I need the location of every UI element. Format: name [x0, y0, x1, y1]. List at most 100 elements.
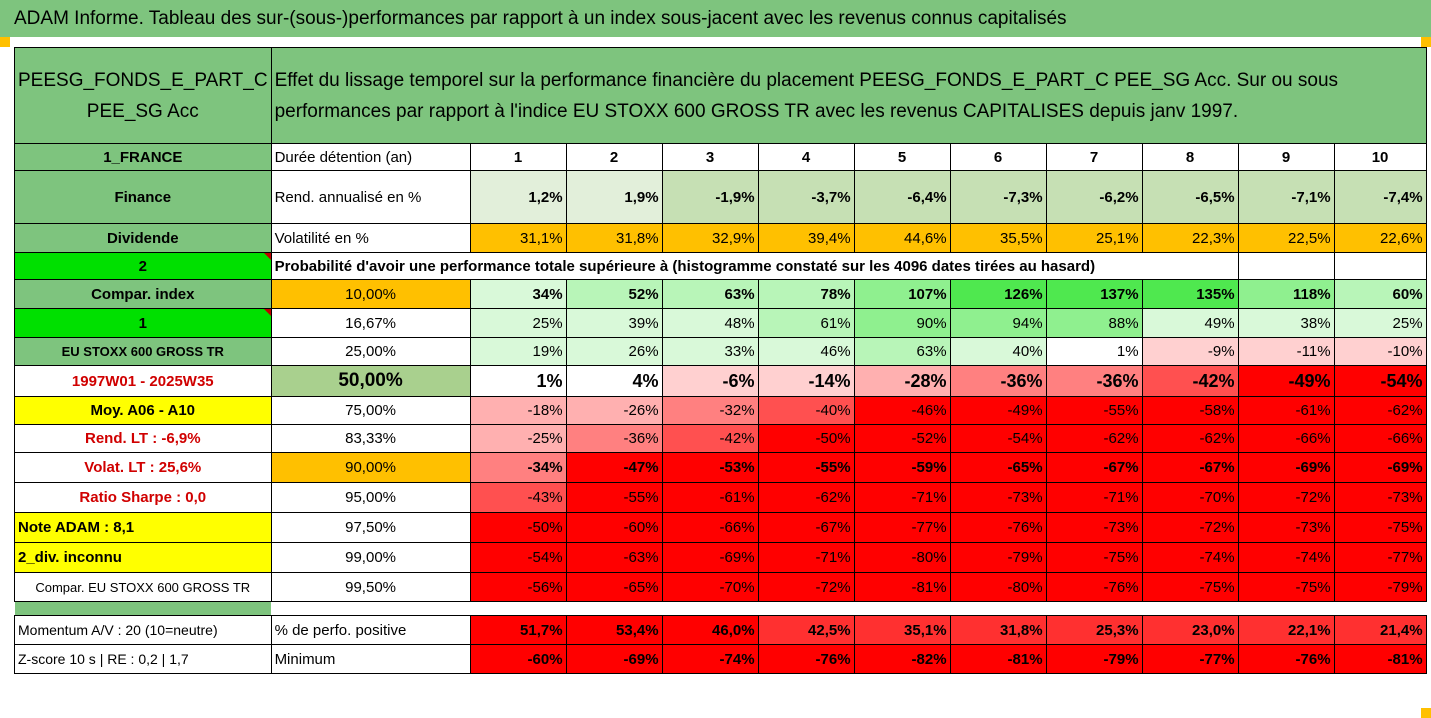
empty-cell	[1237, 252, 1335, 280]
percentile-cell: -43%	[469, 482, 567, 513]
percentile-cell: -75%	[1333, 512, 1427, 543]
vol-value: 44,6%	[853, 223, 951, 253]
row-label: 2	[14, 252, 272, 280]
table-row: Z-score 10 s | RE : 0,2 | 1,7 Minimum -60%…	[14, 644, 1427, 674]
row-label-2: Z-score 10 s | RE : 0,2 | 1,7	[14, 644, 272, 674]
percentile-cell: -66%	[1237, 424, 1335, 453]
year-header: 6	[949, 143, 1047, 171]
bottom-value: -81%	[949, 644, 1047, 674]
percentile-value: 16,67%	[270, 308, 471, 338]
percentile-cell: 1%	[1045, 337, 1143, 366]
percentile-cell: -10%	[1333, 337, 1427, 366]
row-label: Volat. LT : 25,6%	[14, 452, 272, 483]
empty-cell	[1333, 252, 1427, 280]
row-label: 1_FRANCE	[14, 143, 272, 171]
bottom-value: -69%	[565, 644, 663, 674]
row-label: 1997W01 - 2025W35	[14, 365, 272, 397]
percentile-cell: -73%	[1237, 512, 1335, 543]
percentile-cell: -75%	[1045, 542, 1143, 573]
percentile-cell: -71%	[853, 482, 951, 513]
percentile-cell: 118%	[1237, 279, 1335, 309]
year-header: 2	[565, 143, 663, 171]
percentile-cell: -75%	[1237, 572, 1335, 602]
percentile-cell: 60%	[1333, 279, 1427, 309]
table-body: PEESG_FONDS_E_PART_C PEE_SG Acc Effet du…	[14, 47, 1427, 674]
percentile-cell: -81%	[853, 572, 951, 602]
bottom-value: -76%	[1237, 644, 1335, 674]
table-row: Volat. LT : 25,6% 90,00% -34% -47% -53% -55% -…	[14, 452, 1427, 483]
percentile-cell: -61%	[661, 482, 759, 513]
year-header: 7	[1045, 143, 1143, 171]
year-header: 1	[469, 143, 567, 171]
bottom-value: 51,7%	[469, 615, 567, 645]
percentile-cell: 34%	[469, 279, 567, 309]
percentile-cell: 33%	[661, 337, 759, 366]
percentile-cell: -76%	[949, 512, 1047, 543]
percentile-cell: -40%	[757, 396, 855, 425]
table-row: Note ADAM : 8,1 97,50% -50% -60% -66% -67% -77…	[14, 512, 1427, 543]
percentile-value: 99,00%	[270, 542, 471, 573]
vol-value: 31,8%	[565, 223, 663, 253]
percentile-cell: -69%	[661, 542, 759, 573]
percentile-cell: -67%	[1045, 452, 1143, 483]
percentile-cell: 88%	[1045, 308, 1143, 338]
percentile-cell: -42%	[661, 424, 759, 453]
probability-title: Probabilité d'avoir une performance tota…	[270, 252, 1239, 280]
percentile-cell: 63%	[853, 337, 951, 366]
bottom-value: 25,3%	[1045, 615, 1143, 645]
percentile-cell: -55%	[757, 452, 855, 483]
percentile-cell: 107%	[853, 279, 951, 309]
percentile-cell: 135%	[1141, 279, 1239, 309]
table-row: Compar. index 10,00% 34% 52% 63% 78% 107% 126% 1…	[14, 279, 1427, 309]
percentile-cell: -80%	[949, 572, 1047, 602]
vol-value: 39,4%	[757, 223, 855, 253]
rend-value: -7,4%	[1333, 170, 1427, 224]
percentile-cell: 49%	[1141, 308, 1239, 338]
bottom-value: 46,0%	[661, 615, 759, 645]
percentile-cell: -65%	[949, 452, 1047, 483]
percentile-cell: -69%	[1333, 452, 1427, 483]
bottom-value: 22,1%	[1237, 615, 1335, 645]
percentile-cell: -18%	[469, 396, 567, 425]
percentile-value: 25,00%	[270, 337, 471, 366]
percentile-cell: 40%	[949, 337, 1047, 366]
table-row: Rend. LT : -6,9% 83,33% -25% -36% -42% -50% -5…	[14, 424, 1427, 453]
percentile-cell: -62%	[757, 482, 855, 513]
percentile-cell: -79%	[949, 542, 1047, 573]
percentile-cell: -49%	[949, 396, 1047, 425]
percentile-cell: 19%	[469, 337, 567, 366]
year-header: 8	[1141, 143, 1239, 171]
bottom-value: 35,1%	[853, 615, 951, 645]
year-header: 10	[1333, 143, 1427, 171]
table-row: EU STOXX 600 GROSS TR 25,00% 19% 26% 33% 46% 6…	[14, 337, 1427, 366]
vol-value: 31,1%	[469, 223, 567, 253]
percentile-cell: -77%	[1333, 542, 1427, 573]
bottom-value: -82%	[853, 644, 951, 674]
percentile-value: 10,00%	[270, 279, 471, 309]
table-row: Ratio Sharpe : 0,0 95,00% -43% -55% -61% -62%…	[14, 482, 1427, 513]
bottom-value: 21,4%	[1333, 615, 1427, 645]
percentile-cell: -70%	[1141, 482, 1239, 513]
percentile-cell: 126%	[949, 279, 1047, 309]
percentile-cell: -36%	[949, 365, 1047, 397]
percentile-cell: -75%	[1141, 572, 1239, 602]
rend-value: -1,9%	[661, 170, 759, 224]
corner-marker	[1421, 708, 1431, 718]
percentile-cell: 63%	[661, 279, 759, 309]
row-label: EU STOXX 600 GROSS TR	[14, 337, 272, 366]
header-label: Durée détention (an)	[270, 143, 471, 171]
rend-value: -7,1%	[1237, 170, 1335, 224]
percentile-cell: -25%	[469, 424, 567, 453]
row-label: 1	[14, 308, 272, 338]
percentile-cell: 39%	[565, 308, 663, 338]
percentile-cell: -36%	[565, 424, 663, 453]
row-label: Dividende	[14, 223, 272, 253]
percentile-cell: -42%	[1141, 365, 1239, 397]
percentile-value: 83,33%	[270, 424, 471, 453]
percentile-cell: -50%	[757, 424, 855, 453]
percentile-cell: -66%	[661, 512, 759, 543]
percentile-cell: 61%	[757, 308, 855, 338]
percentile-cell: -62%	[1333, 396, 1427, 425]
row-label: Compar. index	[14, 279, 272, 309]
table-row: Moy. A06 - A10 75,00% -18% -26% -32% -40% -46%…	[14, 396, 1427, 425]
